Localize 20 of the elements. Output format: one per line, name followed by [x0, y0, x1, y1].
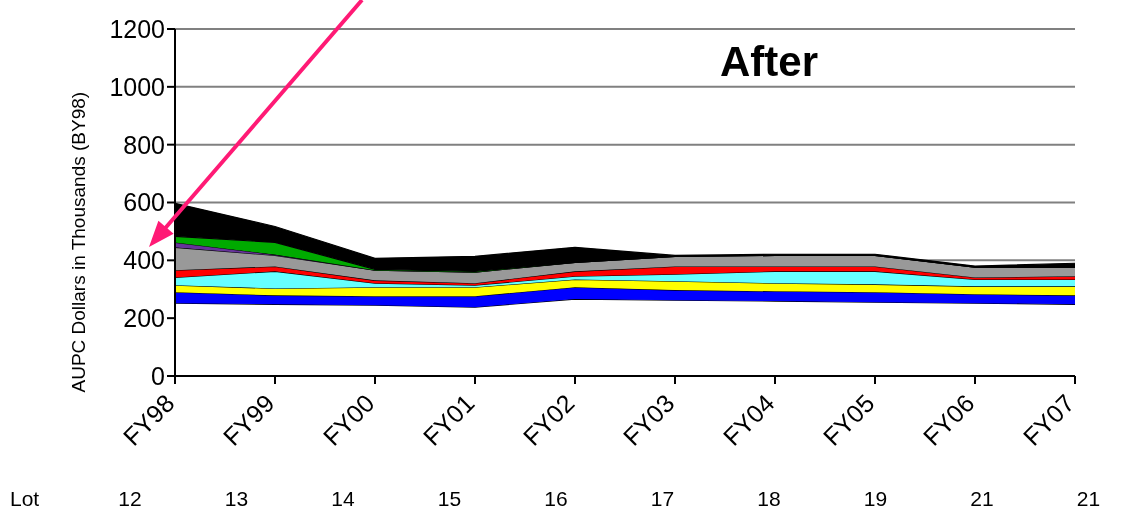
y-tick-label: 400 [123, 246, 165, 275]
y-axis-title: AUPC Dollars in Thousands (BY98) [67, 91, 89, 393]
text: Lot [10, 487, 40, 511]
y-tick-label: 0 [151, 361, 165, 390]
y-tick-label: 1200 [109, 14, 165, 43]
y-tick-label: 600 [123, 188, 165, 217]
y-tick-label: 800 [123, 130, 165, 159]
text: 14 [331, 487, 355, 511]
text: 21 [1076, 487, 1101, 511]
y-tick-label: 1000 [109, 72, 165, 101]
text: 17 [650, 487, 675, 511]
text: 13 [224, 487, 249, 511]
text: 18 [757, 487, 781, 511]
text: 19 [863, 487, 888, 511]
text: 21 [970, 487, 994, 511]
text: 16 [544, 487, 568, 511]
text: 15 [437, 487, 462, 511]
chart-title: After [720, 38, 819, 86]
y-tick-label: 200 [123, 304, 165, 333]
text: 12 [118, 487, 142, 511]
